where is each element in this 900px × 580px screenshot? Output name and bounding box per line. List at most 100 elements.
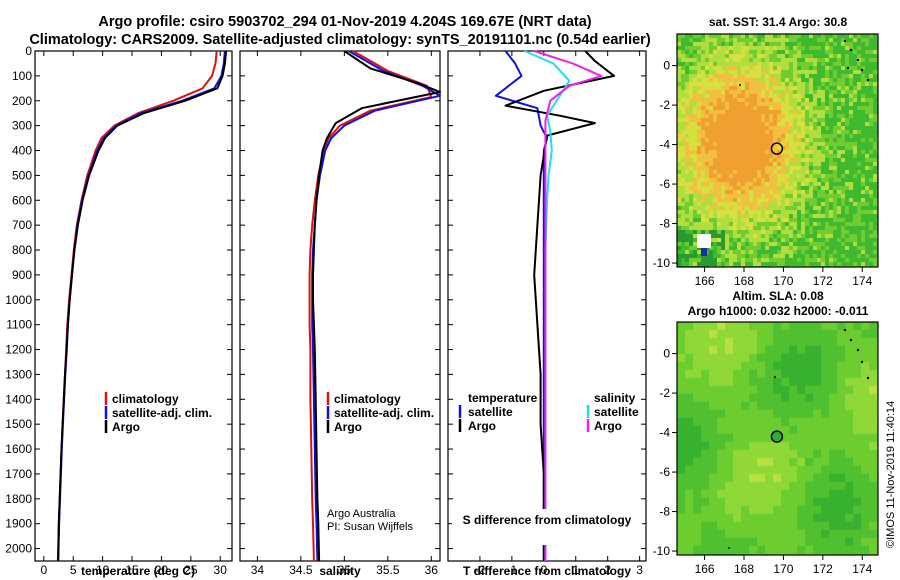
map-cell	[705, 222, 709, 226]
map-cell	[685, 174, 689, 178]
map-cell	[813, 106, 817, 110]
series-line-satellite-adj-clim-	[57, 50, 226, 562]
map-cell	[809, 210, 813, 214]
map-cell	[725, 198, 729, 202]
map-cell	[785, 82, 789, 86]
map-cell	[689, 146, 693, 150]
map-cell	[837, 338, 845, 346]
map-cell	[837, 330, 845, 338]
map-cell	[789, 482, 797, 490]
map-cell	[813, 474, 821, 482]
map-cell	[793, 146, 797, 150]
map-cell	[781, 514, 789, 522]
map-cell	[809, 166, 813, 170]
map-cell	[853, 442, 861, 450]
map-cell	[725, 538, 733, 546]
map-cell	[749, 198, 753, 202]
map-cell	[833, 174, 837, 178]
map-cell	[785, 34, 789, 38]
map-cell	[801, 114, 805, 118]
map-cell	[813, 402, 821, 410]
map-cell	[745, 226, 749, 230]
map-cell	[717, 106, 721, 110]
map-cell	[817, 150, 821, 154]
map-cell	[829, 262, 833, 266]
map-cell	[749, 62, 753, 66]
map-cell	[701, 110, 705, 114]
map-cell	[753, 214, 757, 218]
map-cell	[733, 234, 737, 238]
map-cell	[777, 62, 781, 66]
map-cell	[721, 182, 725, 186]
map-cell	[773, 110, 777, 114]
map-cell	[785, 162, 789, 166]
map-cell	[825, 210, 829, 214]
map-cell	[869, 250, 873, 254]
map-cell	[733, 62, 737, 66]
map-cell	[677, 214, 681, 218]
map-cell	[709, 38, 713, 42]
map-cell	[769, 58, 773, 62]
map-cell	[849, 34, 853, 38]
map-cell	[713, 154, 717, 158]
map-cell	[693, 38, 697, 42]
map-cell	[689, 98, 693, 102]
sst-coastline-marks	[739, 39, 870, 86]
map-cell	[817, 234, 821, 238]
map-cell	[845, 458, 853, 466]
map-cell	[789, 238, 793, 242]
map-cell	[829, 162, 833, 166]
map-cell	[725, 330, 733, 338]
map-cell	[725, 102, 729, 106]
map-cell	[765, 170, 769, 174]
map-cell	[861, 346, 869, 354]
map-cell	[729, 134, 733, 138]
map-cell	[869, 482, 877, 490]
map-cell	[817, 254, 821, 258]
map-cell	[689, 130, 693, 134]
map-cell	[761, 78, 765, 82]
map-cell	[793, 126, 797, 130]
map-cell	[781, 74, 785, 78]
map-cell	[829, 214, 833, 218]
map-cell	[701, 90, 705, 94]
map-cell	[857, 106, 861, 110]
map-cell	[741, 38, 745, 42]
map-cell	[845, 118, 849, 122]
map-cell	[757, 54, 761, 58]
map-cell	[809, 46, 813, 50]
map-cell	[853, 150, 857, 154]
map-cell	[833, 58, 837, 62]
map-cell	[709, 50, 713, 54]
map-cell	[849, 158, 853, 162]
map-cell	[861, 70, 865, 74]
map-cell	[705, 106, 709, 110]
map-cell	[761, 214, 765, 218]
map-cell	[837, 198, 841, 202]
map-cell	[741, 146, 745, 150]
map-cell	[781, 110, 785, 114]
map-cell	[689, 190, 693, 194]
map-cell	[725, 58, 729, 62]
map-cell	[777, 150, 781, 154]
map-cell	[841, 170, 845, 174]
map-cell	[865, 118, 869, 122]
map-cell	[861, 102, 865, 106]
map-cell	[853, 370, 861, 378]
map-cell	[797, 138, 801, 142]
map-cell	[697, 162, 701, 166]
map-cell	[797, 210, 801, 214]
map-cell	[729, 150, 733, 154]
map-cell	[725, 94, 729, 98]
map-cell	[693, 66, 697, 70]
map-cell	[757, 346, 765, 354]
map-cell	[689, 174, 693, 178]
map-cell	[713, 214, 717, 218]
map-cell	[853, 546, 861, 554]
map-cell	[781, 102, 785, 106]
map-cell	[821, 498, 829, 506]
map-cell	[685, 546, 693, 554]
map-cell	[765, 54, 769, 58]
map-cell	[705, 118, 709, 122]
map-cell	[821, 210, 825, 214]
